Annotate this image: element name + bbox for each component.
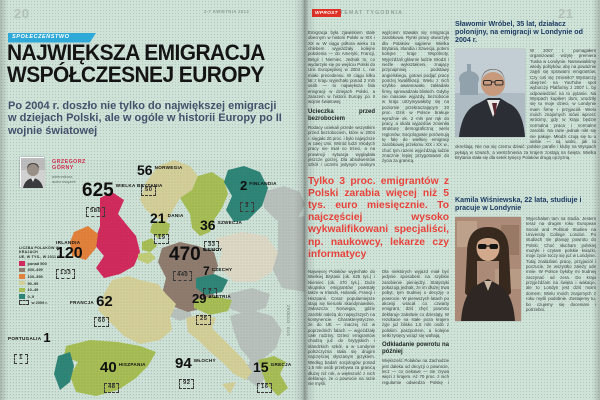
legend-swatch-khaki [19,280,25,286]
legend-swatch-brown [19,267,25,273]
legend-swatch-orange [19,274,25,279]
profile-caption: Sławomir Wróbel, 35 lat, działacz poloni… [455,20,583,44]
map-label-wlochy: 94 WŁOCHY 92 [175,356,216,389]
map-label-szwecja: 36 SZWECJA 33 [200,218,242,251]
section-label: TEMAT TYGODNIA [340,10,404,16]
map-label-niemcy: 470 NIEMCY 440 [169,245,222,281]
legend-item: 400–499 [19,267,75,272]
legend-item-dashed: w 2009 r. [19,300,75,306]
dateline: 2-7 KWIETNIA 2013 [204,9,250,14]
map-label-hiszpania: 40 HISZPANIA 48 [100,360,146,393]
legend-item: 10–49 [19,287,75,292]
map-label-portugalia: PORTUGALIA 1 1 [8,331,51,364]
profile-slawomir: Sławomir Wróbel, 35 lat, działacz poloni… [455,20,596,194]
subhead-2: Odkładanie powrotu na później [382,342,449,356]
body-paragraph: Rodacy uciekali przede wszystkim przed b… [308,30,449,168]
standfirst: Po 2004 r. doszło nie tylko do największ… [8,100,282,137]
legend-title: LICZBA POLAKÓW W KRAJACH UE, W TYS., W 2… [19,246,62,259]
profile-text: Wyjechałam tam na studia. Jestem teraz n… [455,216,596,321]
map-label-czechy: 7 CZECHY 7 [203,265,232,298]
pull-quote: Tylko 3 proc. emigrantów z Polski zarabi… [308,175,449,260]
woman-photo-art [455,217,521,321]
map-label-irlandia: IRLANDIA 120 133 [56,238,83,279]
legend-item: ponad 500 [19,261,75,266]
map-label-francja: FRANCJA 62 60 [70,294,113,327]
legend-swatch-pink [19,261,25,266]
article-columns: Emigracja była zjawiskiem stale obecnym … [308,30,449,390]
map-label-dania: 21 DANIA 19 [150,211,184,244]
headline-line2: WSPÓŁCZESNEJ EUROPY [7,61,264,87]
magazine-logo: WPROST [312,9,341,17]
body-paragraph: Najwięcej Polaków wyjechało do Wielkiej … [308,268,375,387]
europe-map: 625 WIELKA BRYTANIA 580 IRLANDIA 120 133 … [0,160,305,400]
legend-item: 100–399 [19,274,75,279]
legend-item: 50–99 [19,281,75,286]
legend-item: 0–9 [19,294,75,299]
halftone-overlay [0,160,305,400]
map-label-grecja: 15 GRECJA 16 [253,360,292,393]
man-photo-art [455,49,525,137]
profile-kamila: Kamila Wiśniewska, 22 lata, studiuje i p… [455,196,596,394]
profile-caption: Kamila Wiśniewska, 22 lata, studiuje i p… [455,196,582,212]
map-legend: LICZBA POLAKÓW W KRAJACH UE, W TYS., W 2… [19,246,75,307]
body-paragraph: Dla niektórych wyjazd miał być jedynie s… [382,268,449,339]
legend-dashed-swatch [19,300,29,306]
legend-swatch-teal [19,294,25,299]
kicker-ribbon: SPOŁECZEŃSTWO [8,33,96,43]
map-label-wielka-brytania: 625 WIELKA BRYTANIA 580 [82,181,162,217]
left-page-number: 20 [14,6,30,21]
map-label-austria: 29 AUSTRIA 25 [192,292,231,325]
map-label-norwegia: 56 NORWEGIA 50 [137,163,183,196]
profile-text: W 2007 r. pomagałem organizować wizytę p… [455,48,596,160]
map-source: ŹRÓDŁO: GUS [286,305,290,337]
headline: NAJWIĘKSZA EMIGRACJA WSPÓŁCZESNEJ EUROPY [7,42,265,85]
right-page-number: 21 [558,6,574,21]
map-label-finlandia: 2 FINLANDIA 3 [240,179,277,212]
legend-swatch-green [19,287,25,293]
body-paragraph: Większość Polaków na Zachodzie jest dale… [382,269,449,390]
profile-photo-woman [455,217,521,321]
subhead-1: Ucieczka przed bezrobociem [308,108,375,122]
profile-photo-man [455,49,525,137]
headline-line1: NAJWIĘKSZA EMIGRACJA [7,40,265,65]
body-paragraph: Emigracja była zjawiskiem stale obecnym … [308,30,375,105]
